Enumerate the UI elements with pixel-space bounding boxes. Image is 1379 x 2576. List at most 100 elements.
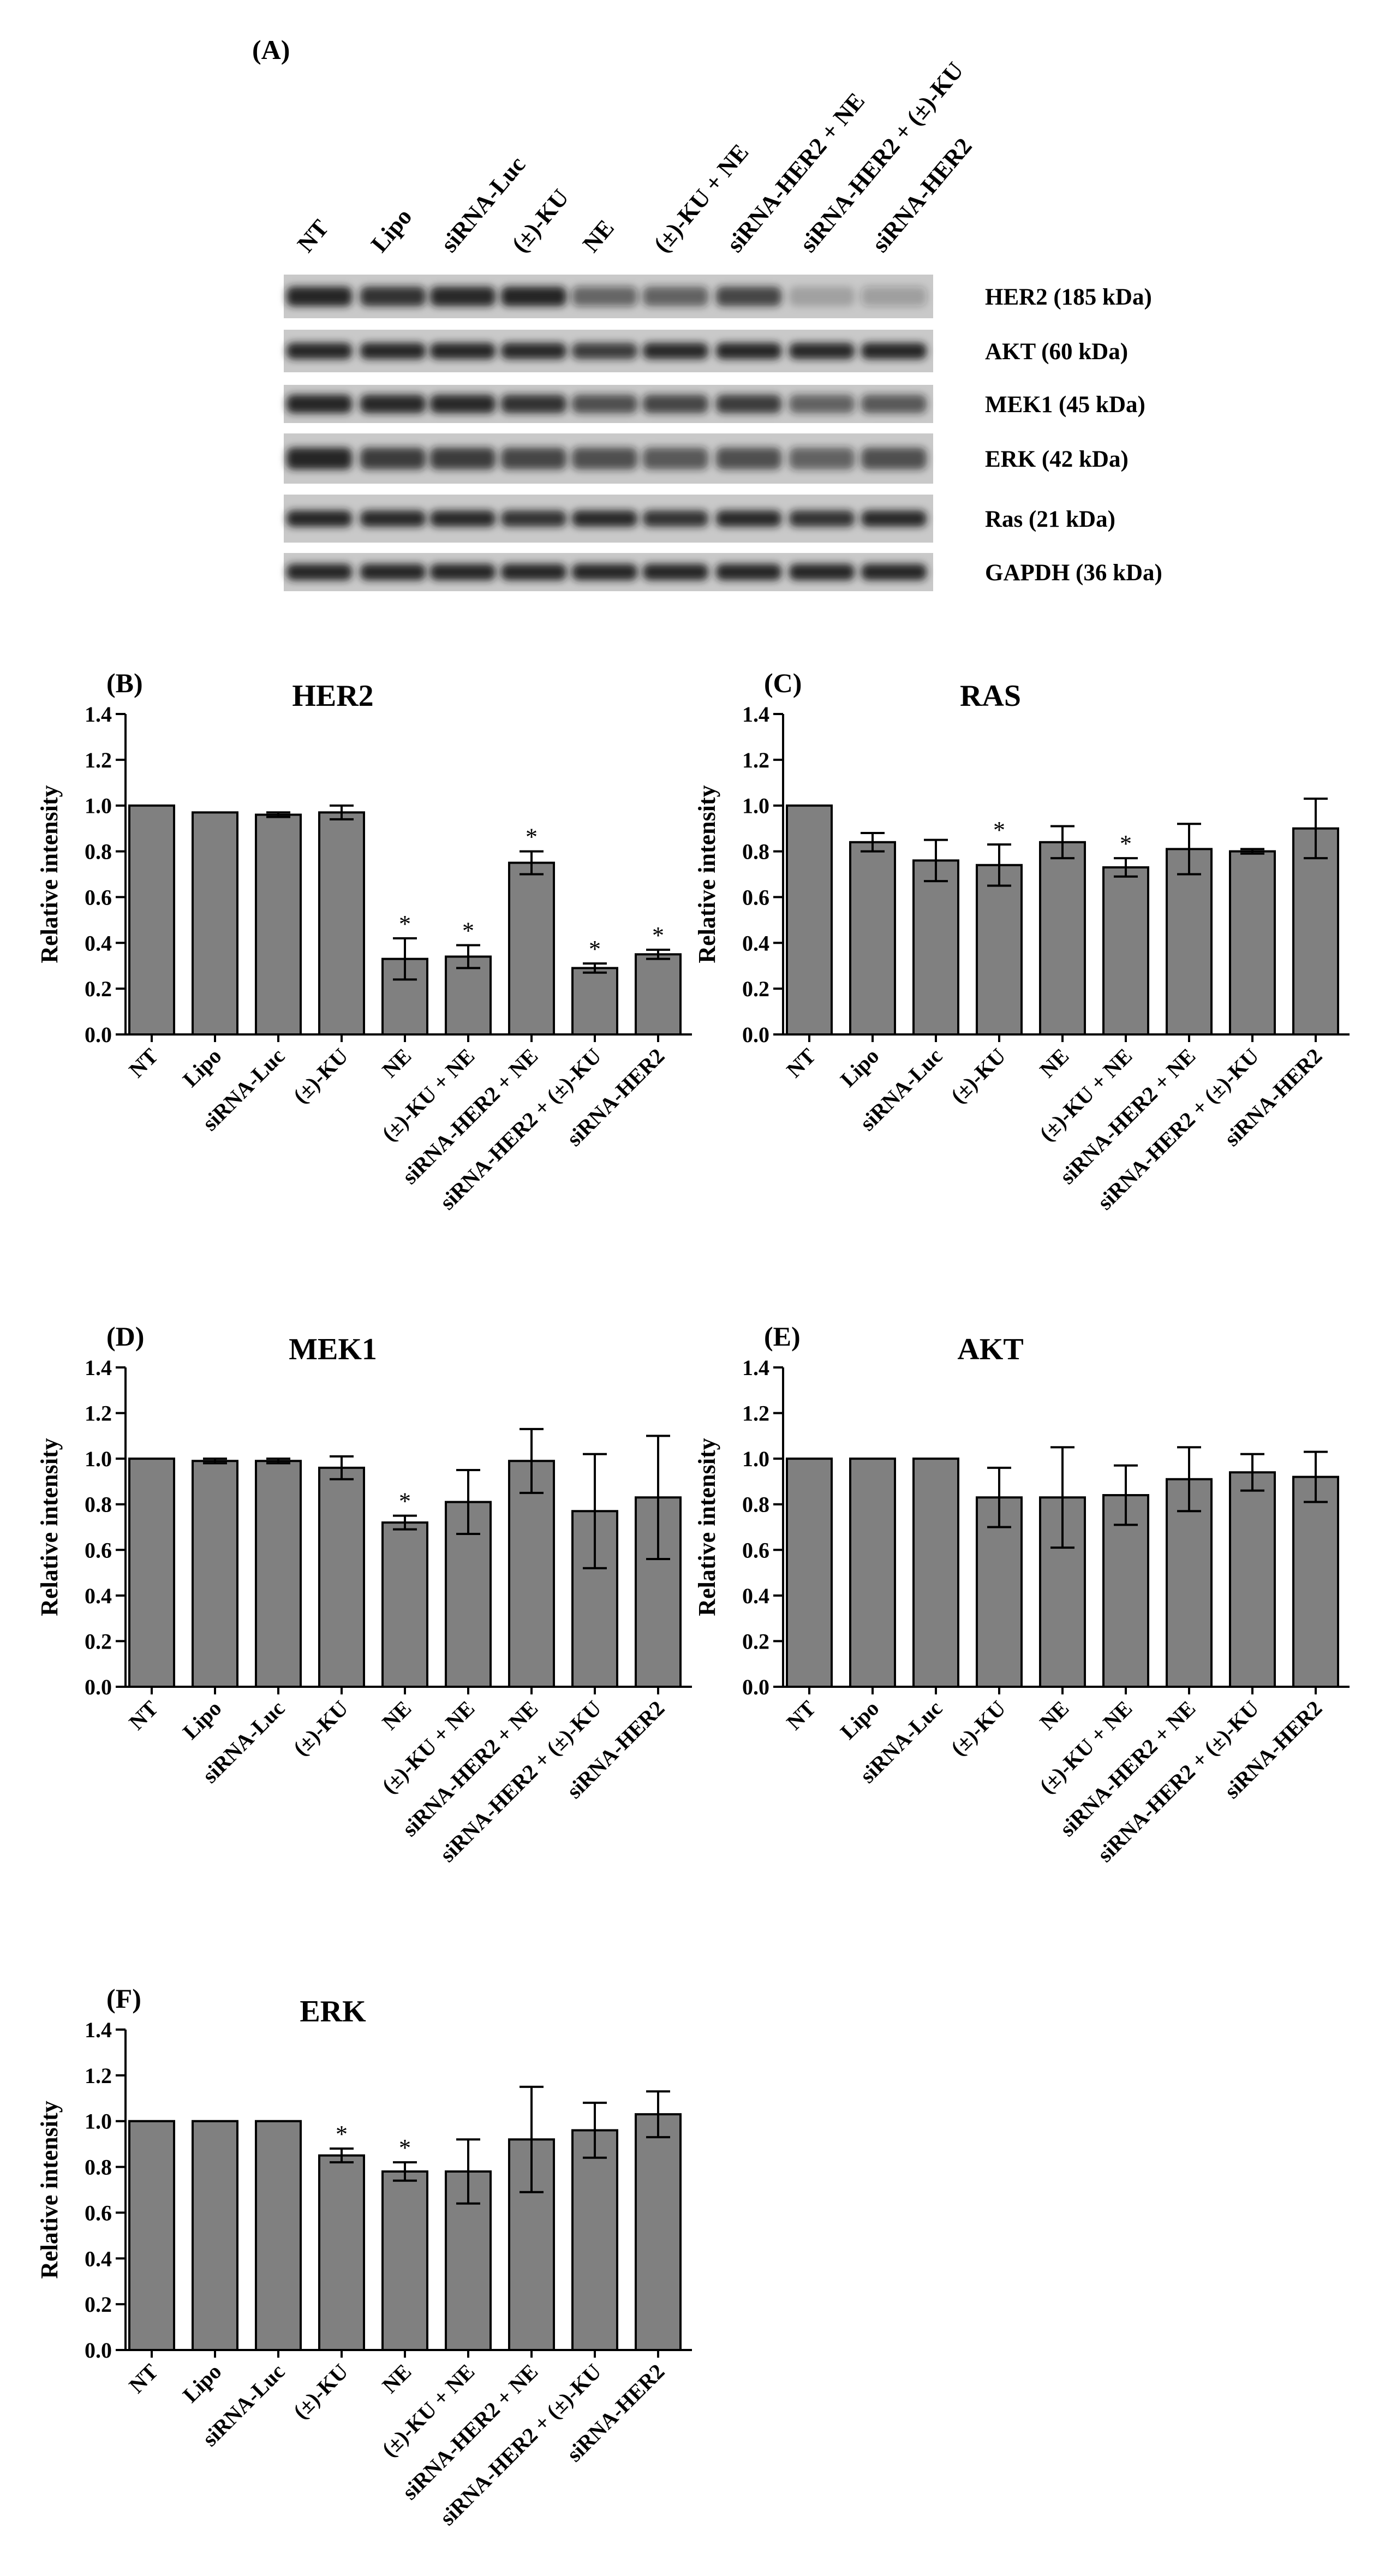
y-tick-label: 0.2	[85, 977, 112, 1001]
lane-label: siRNA-HER2 + NE	[721, 87, 870, 257]
protein-band	[501, 287, 566, 306]
protein-band	[286, 395, 352, 413]
y-tick-label: 0.6	[85, 1538, 112, 1562]
chart-ras: (C) RAS 0.0 0.2 0.4 0.6 0.8 1.0 1.2 1.4 Relative i…	[694, 668, 1350, 1215]
lane-label: Lipo	[366, 203, 417, 257]
protein-band	[572, 448, 637, 469]
significance-marker: *	[589, 936, 601, 962]
protein-band	[716, 564, 781, 580]
protein-band	[572, 287, 637, 306]
bar	[255, 1460, 302, 1688]
panel-label: (E)	[764, 1321, 801, 1352]
protein-band	[861, 287, 927, 306]
significance-marker: *	[399, 911, 411, 937]
y-tick-label: 0.0	[85, 1022, 112, 1047]
bar	[849, 1457, 896, 1688]
significance-marker: *	[399, 1488, 411, 1515]
significance-marker: *	[652, 922, 664, 949]
y-tick-label: 0.4	[85, 931, 112, 955]
protein-band	[360, 343, 426, 359]
bar	[381, 1521, 428, 1688]
y-tick-label: 0.8	[85, 2155, 112, 2180]
y-tick-label: 1.0	[85, 1447, 112, 1471]
protein-band	[861, 510, 927, 527]
bar	[786, 804, 833, 1036]
y-tick-label: 0.4	[742, 931, 769, 955]
y-tick-label: 1.4	[85, 1355, 112, 1380]
protein-band	[430, 343, 496, 359]
protein-band	[430, 287, 496, 306]
x-tick-label: NE	[1035, 1696, 1073, 1735]
bar	[128, 2120, 175, 2352]
bar	[318, 811, 365, 1036]
lane-label: NT	[292, 215, 334, 257]
y-tick-label: 1.0	[742, 794, 769, 818]
y-tick-label: 1.2	[85, 1401, 112, 1426]
protein-band	[789, 564, 855, 580]
x-tick-label: NE	[377, 2359, 416, 2398]
blot-row: AKT (60 kDa)	[284, 330, 1128, 372]
x-tick-label: (±)-KU	[288, 2359, 353, 2424]
panel-label: (D)	[106, 1321, 144, 1352]
chart-her2: (B) HER2 0.0 0.2 0.4 0.6 0.8 1.0 1.2 1.4 Relative …	[36, 668, 692, 1215]
significance-marker: *	[993, 817, 1005, 843]
y-tick-label: 0.0	[742, 1675, 769, 1699]
protein-band	[861, 395, 927, 413]
x-tick-label: (±)-KU	[946, 1696, 1010, 1760]
bar	[128, 804, 175, 1036]
bar	[635, 2113, 682, 2352]
protein-band	[360, 448, 426, 469]
bar	[1229, 850, 1276, 1036]
bar	[849, 841, 896, 1036]
blot-row: HER2 (185 kDa)	[284, 275, 1152, 318]
bar	[381, 2170, 428, 2351]
protein-band	[789, 448, 855, 469]
bar	[571, 2129, 618, 2351]
y-axis-label: Relative intensity	[36, 2101, 63, 2278]
y-tick-label: 1.4	[85, 2018, 112, 2042]
panel-label: (B)	[106, 668, 143, 698]
protein-band	[861, 448, 927, 469]
protein-band	[430, 448, 496, 469]
bar	[786, 1457, 833, 1688]
band-label: MEK1 (45 kDa)	[985, 392, 1145, 418]
protein-band	[643, 448, 708, 469]
protein-band	[501, 343, 566, 359]
protein-band	[430, 510, 496, 527]
bar-charts: (B) HER2 0.0 0.2 0.4 0.6 0.8 1.0 1.2 1.4 Relative …	[36, 668, 1350, 2530]
bar	[1102, 866, 1149, 1036]
bar	[318, 1466, 365, 1688]
panel-label: (A)	[252, 34, 290, 65]
protein-band	[643, 343, 708, 359]
bar	[1166, 848, 1213, 1036]
chart-akt: (E) AKT 0.0 0.2 0.4 0.6 0.8 1.0 1.2 1.4 Relative i…	[694, 1321, 1350, 1867]
significance-marker: *	[336, 2121, 348, 2147]
blot-row: MEK1 (45 kDa)	[284, 385, 1145, 423]
x-tick-label: Lipo	[178, 1044, 226, 1092]
x-tick-label: (±)-KU	[288, 1696, 353, 1760]
y-tick-label: 1.4	[742, 702, 769, 727]
chart-title: ERK	[300, 1995, 366, 2028]
y-axis-label: Relative intensity	[36, 1438, 63, 1616]
band-label: HER2 (185 kDa)	[985, 284, 1152, 310]
x-tick-label: NE	[377, 1696, 416, 1735]
significance-marker: *	[462, 917, 474, 944]
y-tick-label: 0.4	[742, 1584, 769, 1608]
bar	[1229, 1471, 1276, 1688]
y-tick-label: 0.6	[85, 885, 112, 909]
bar	[1292, 1476, 1339, 1688]
bar	[508, 1460, 555, 1688]
protein-band	[286, 448, 352, 469]
protein-band	[430, 564, 496, 580]
protein-band	[501, 448, 566, 469]
bar	[912, 859, 959, 1036]
x-tick-label: Lipo	[835, 1044, 883, 1092]
x-tick-label: (±)-KU	[946, 1044, 1010, 1108]
x-tick-label: Lipo	[178, 2359, 226, 2407]
protein-band	[716, 287, 781, 306]
blot-row: Ras (21 kDa)	[284, 495, 1115, 543]
y-tick-label: 0.0	[85, 2338, 112, 2363]
y-axis-label: Relative intensity	[694, 1438, 720, 1616]
protein-band	[360, 395, 426, 413]
